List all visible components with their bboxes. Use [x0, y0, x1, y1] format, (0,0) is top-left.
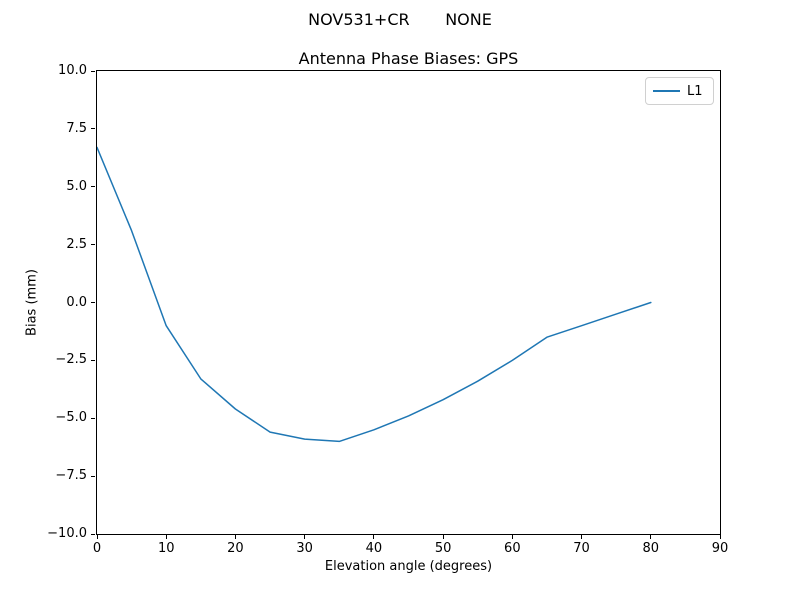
- legend: L1: [645, 77, 714, 105]
- y-tick-mark: [91, 475, 95, 477]
- x-tick-mark: [373, 535, 375, 539]
- x-tick-label: 0: [92, 541, 102, 556]
- y-tick-label: 5.0: [66, 178, 87, 194]
- series-line-l1: [97, 146, 652, 443]
- x-tick-mark: [234, 535, 236, 539]
- x-tick-mark: [165, 535, 167, 539]
- legend-line-sample: [653, 90, 680, 92]
- x-tick-label: 70: [573, 541, 590, 556]
- y-tick-label: 0.0: [66, 294, 87, 310]
- x-tick-label: 30: [296, 541, 313, 556]
- x-tick-mark: [511, 535, 513, 539]
- y-tick-label: −2.5: [55, 352, 87, 368]
- plot-area: [96, 70, 721, 535]
- x-tick-label: 40: [365, 541, 383, 556]
- x-tick-label: 20: [227, 541, 244, 556]
- y-tick-mark: [91, 244, 95, 246]
- x-tick-mark: [96, 535, 98, 539]
- x-tick-mark: [581, 535, 583, 539]
- y-tick-label: −10.0: [47, 526, 87, 541]
- y-tick-mark: [91, 128, 95, 130]
- figure-suptitle: NOV531+CR NONE: [308, 10, 492, 29]
- x-tick-label: 90: [711, 541, 729, 556]
- x-tick-mark: [442, 535, 444, 539]
- y-tick-mark: [91, 359, 95, 361]
- y-tick-label: 7.5: [66, 120, 87, 136]
- line-chart-canvas: [97, 146, 652, 443]
- x-tick-mark: [719, 535, 721, 539]
- y-tick-mark: [91, 70, 95, 72]
- y-tick-label: −7.5: [55, 468, 87, 484]
- y-tick-label: −5.0: [55, 410, 87, 426]
- x-tick-mark: [304, 535, 306, 539]
- x-tick-label: 80: [642, 541, 660, 556]
- y-tick-mark: [91, 417, 95, 419]
- x-tick-label: 60: [504, 541, 521, 556]
- y-tick-mark: [91, 186, 95, 188]
- x-tick-label: 10: [157, 541, 175, 556]
- x-tick-mark: [650, 535, 652, 539]
- y-tick-mark: [91, 302, 95, 303]
- chart-title: Antenna Phase Biases: GPS: [298, 49, 519, 68]
- y-tick-mark: [91, 533, 95, 535]
- x-axis-label: Elevation angle (degrees): [324, 559, 493, 574]
- y-tick-label: 2.5: [66, 236, 87, 252]
- x-tick-label: 50: [434, 541, 452, 556]
- y-tick-label: 10.0: [58, 63, 87, 78]
- legend-label: L1: [687, 83, 703, 99]
